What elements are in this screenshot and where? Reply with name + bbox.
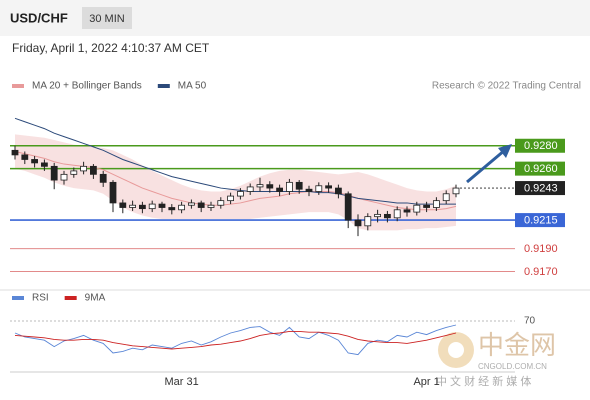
rsi-line bbox=[14, 330, 457, 350]
candle-body bbox=[21, 154, 29, 160]
candle-body bbox=[305, 188, 313, 192]
watermark-name: 中金网 bbox=[478, 330, 556, 360]
candle-body bbox=[442, 193, 450, 202]
level-label: 0.9260 bbox=[524, 163, 558, 175]
candle-body bbox=[148, 203, 156, 210]
candle-body bbox=[315, 185, 323, 192]
level-label-box bbox=[515, 161, 565, 176]
legend-label: MA 20 + Bollinger Bands bbox=[32, 81, 142, 92]
candle-body bbox=[138, 204, 146, 210]
candle-body bbox=[344, 193, 352, 221]
legend-label: RSI bbox=[32, 293, 49, 304]
candle-body bbox=[236, 191, 244, 197]
candle-body bbox=[423, 204, 431, 208]
candle-body bbox=[403, 209, 411, 213]
level-label: 0.9170 bbox=[524, 266, 558, 278]
candle-body bbox=[393, 209, 401, 219]
timeframe-box[interactable] bbox=[82, 7, 132, 29]
candle-body bbox=[276, 187, 284, 192]
candle-body bbox=[217, 200, 225, 206]
legend-swatch bbox=[12, 296, 24, 300]
legend-label: 9MA bbox=[85, 293, 106, 304]
candle-body bbox=[80, 165, 87, 172]
level-label: 0.9215 bbox=[524, 215, 558, 227]
candle-body bbox=[413, 204, 421, 213]
watermark-slogan: 中 文 财 经 新 媒 体 bbox=[436, 374, 531, 388]
candle-body bbox=[266, 184, 274, 189]
candle-body bbox=[374, 213, 382, 218]
candle-body bbox=[119, 202, 127, 208]
x-tick-label: Apr 1 bbox=[413, 376, 439, 388]
candle-body bbox=[207, 204, 215, 208]
candle-body bbox=[354, 219, 362, 227]
candle-body bbox=[31, 159, 39, 164]
level-label-box bbox=[515, 138, 565, 153]
candle-body bbox=[227, 195, 235, 202]
candle-body bbox=[99, 173, 107, 183]
candle-body bbox=[90, 165, 97, 175]
level-label-box bbox=[515, 181, 565, 196]
candle-body bbox=[60, 173, 68, 181]
x-tick-label: Mar 31 bbox=[164, 376, 198, 388]
moving-average bbox=[14, 150, 457, 211]
candle-body bbox=[158, 203, 166, 208]
candle-body bbox=[70, 170, 78, 175]
candle-body bbox=[256, 184, 264, 188]
level-label: 0.9243 bbox=[524, 182, 558, 194]
candle-body bbox=[364, 216, 372, 227]
rsi-line bbox=[14, 324, 457, 356]
subtitle: Friday, April 1, 2022 4:10:37 AM CET bbox=[12, 41, 210, 55]
forecast-arrow bbox=[466, 148, 506, 184]
legend-label: MA 50 bbox=[178, 81, 207, 92]
candle-body bbox=[295, 181, 303, 190]
candle-body bbox=[383, 213, 391, 219]
candle-body bbox=[197, 202, 205, 208]
watermark-url: CNGOLD.COM.CN bbox=[478, 362, 547, 371]
candle-body bbox=[334, 187, 342, 195]
candle-body bbox=[129, 204, 137, 208]
candle-body bbox=[452, 187, 460, 195]
level-label: 0.9280 bbox=[524, 140, 558, 152]
credit: Research © 2022 Trading Central bbox=[432, 81, 581, 92]
candle-body bbox=[41, 162, 48, 167]
candle-body bbox=[11, 149, 19, 156]
candle-body bbox=[246, 186, 254, 192]
watermark-logo bbox=[438, 332, 474, 368]
candle-body bbox=[178, 204, 186, 211]
candle-body bbox=[109, 181, 117, 204]
level-label-box bbox=[515, 213, 565, 228]
candle-body bbox=[325, 185, 333, 189]
legend-swatch bbox=[12, 84, 24, 88]
legend-swatch bbox=[64, 296, 77, 300]
moving-average bbox=[14, 117, 456, 205]
level-label: 0.9190 bbox=[524, 243, 558, 255]
logo-inner bbox=[448, 342, 464, 358]
timeframe[interactable]: 30 MIN bbox=[89, 13, 125, 25]
candle-body bbox=[50, 165, 58, 181]
legend-swatch bbox=[157, 84, 170, 88]
logo-circle bbox=[438, 332, 474, 368]
candle-body bbox=[168, 207, 176, 211]
rsi-tick-label: 70 bbox=[524, 316, 536, 327]
candle-body bbox=[285, 181, 293, 192]
candle-body bbox=[187, 202, 195, 206]
candle-body bbox=[432, 200, 440, 208]
chart-title: USD/CHF bbox=[10, 10, 68, 25]
forecast-arrowhead bbox=[498, 144, 512, 158]
